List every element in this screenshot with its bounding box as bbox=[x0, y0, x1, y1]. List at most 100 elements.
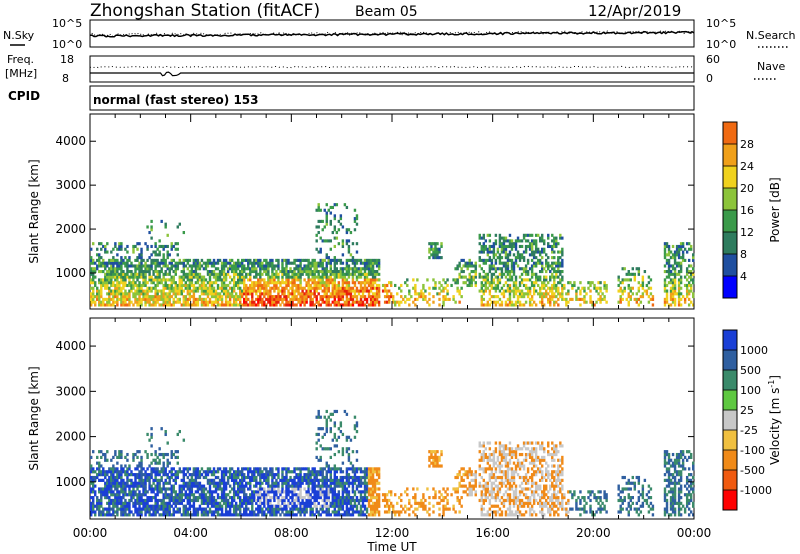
heatmap-cell bbox=[176, 300, 179, 304]
heatmap-cell bbox=[196, 267, 200, 271]
heatmap-cell bbox=[130, 281, 133, 285]
heatmap-cell bbox=[118, 297, 121, 301]
heatmap-cell bbox=[222, 286, 226, 290]
heatmap-cell bbox=[406, 283, 409, 288]
heatmap-cell bbox=[198, 504, 202, 508]
heatmap-cell bbox=[343, 501, 347, 505]
heatmap-cell bbox=[361, 504, 365, 508]
heatmap-cell bbox=[412, 278, 415, 282]
heatmap-cell bbox=[180, 283, 184, 288]
heatmap-cell bbox=[367, 283, 371, 288]
heatmap-cell bbox=[110, 272, 113, 276]
heatmap-cell bbox=[152, 467, 155, 471]
heatmap-cell bbox=[307, 504, 310, 508]
heatmap-cell bbox=[281, 490, 284, 494]
heatmap-cell bbox=[325, 504, 328, 508]
heatmap-cell bbox=[337, 467, 341, 471]
heatmap-cell bbox=[387, 281, 391, 285]
heatmap-cell bbox=[216, 261, 220, 265]
heatmap-cell bbox=[162, 253, 165, 257]
heatmap-cell bbox=[216, 295, 220, 299]
heatmap-cell bbox=[279, 297, 282, 301]
heatmap-cell bbox=[627, 292, 630, 296]
heatmap-cell bbox=[204, 493, 208, 497]
heatmap-cell bbox=[249, 267, 252, 271]
heatmap-cell bbox=[122, 481, 125, 485]
heatmap-cell bbox=[281, 484, 284, 488]
heatmap-cell bbox=[543, 295, 546, 299]
heatmap-cell bbox=[514, 242, 518, 246]
heatmap-cell bbox=[313, 258, 316, 262]
heatmap-cell bbox=[124, 300, 127, 304]
heatmap-cell bbox=[359, 490, 363, 494]
heatmap-cell bbox=[247, 513, 250, 517]
heatmap-cell bbox=[474, 272, 477, 276]
heatmap-cell bbox=[331, 501, 335, 505]
heatmap-cell bbox=[301, 272, 304, 276]
heatmap-cell bbox=[488, 239, 492, 243]
heatmap-cell bbox=[277, 272, 280, 276]
heatmap-cell bbox=[671, 244, 675, 249]
heatmap-cell bbox=[234, 478, 238, 482]
heatmap-cell bbox=[315, 300, 318, 304]
heatmap-cell bbox=[251, 478, 254, 482]
heatmap-cell bbox=[192, 507, 196, 511]
heatmap-cell bbox=[257, 473, 260, 477]
heatmap-cell bbox=[279, 478, 282, 482]
heatmap-cell bbox=[180, 493, 184, 497]
heatmap-cell bbox=[100, 478, 103, 482]
heatmap-cell bbox=[553, 300, 556, 304]
heatmap-cell bbox=[212, 275, 216, 279]
heatmap-cell bbox=[188, 467, 192, 471]
heatmap-cell bbox=[106, 501, 109, 505]
heatmap-cell bbox=[122, 270, 125, 274]
heatmap-cell bbox=[160, 487, 163, 491]
heatmap-cell bbox=[289, 470, 292, 474]
heatmap-cell bbox=[359, 475, 363, 480]
heatmap-cell bbox=[339, 467, 343, 471]
heatmap-cell bbox=[504, 256, 508, 260]
heatmap-cell bbox=[345, 501, 349, 505]
heatmap-cell bbox=[230, 270, 234, 274]
heatmap-cell bbox=[144, 478, 147, 482]
heatmap-cell bbox=[180, 275, 184, 279]
heatmap-cell bbox=[267, 261, 270, 265]
heatmap-cell bbox=[204, 278, 208, 282]
heatmap-cell bbox=[271, 295, 274, 299]
heatmap-cell bbox=[92, 481, 95, 485]
heatmap-cell bbox=[136, 493, 139, 497]
heatmap-cell bbox=[108, 487, 111, 491]
heatmap-cell bbox=[293, 493, 296, 497]
heatmap-cell bbox=[540, 297, 544, 301]
heatmap-cell bbox=[249, 300, 252, 304]
heatmap-cell bbox=[243, 493, 246, 497]
heatmap-cell bbox=[154, 253, 157, 257]
heatmap-cell bbox=[482, 233, 486, 237]
heatmap-cell bbox=[359, 283, 363, 288]
heatmap-cell bbox=[319, 504, 322, 508]
heatmap-cell bbox=[343, 272, 347, 276]
heatmap-cell bbox=[130, 493, 133, 497]
heatmap-cell bbox=[484, 247, 488, 251]
heatmap-cell bbox=[208, 501, 212, 505]
heatmap-cell bbox=[124, 289, 127, 293]
heatmap-cell bbox=[164, 496, 167, 500]
heatmap-cell bbox=[196, 490, 200, 494]
heatmap-cell bbox=[470, 275, 473, 279]
heatmap-cell bbox=[345, 278, 349, 282]
heatmap-cell bbox=[98, 467, 101, 471]
heatmap-cell bbox=[305, 289, 308, 293]
heatmap-cell bbox=[323, 484, 326, 488]
heatmap-cell bbox=[94, 300, 97, 304]
heatmap-cell bbox=[532, 261, 536, 265]
heatmap-cell bbox=[462, 281, 465, 285]
heatmap-cell bbox=[138, 289, 141, 293]
heatmap-cell bbox=[543, 242, 546, 246]
heatmap-cell bbox=[94, 493, 97, 497]
heatmap-cell bbox=[172, 278, 175, 282]
heatmap-cell bbox=[508, 242, 512, 246]
heatmap-cell bbox=[196, 513, 200, 517]
heatmap-cell bbox=[327, 510, 330, 514]
heatmap-cell bbox=[269, 487, 272, 491]
heatmap-cell bbox=[108, 272, 111, 276]
